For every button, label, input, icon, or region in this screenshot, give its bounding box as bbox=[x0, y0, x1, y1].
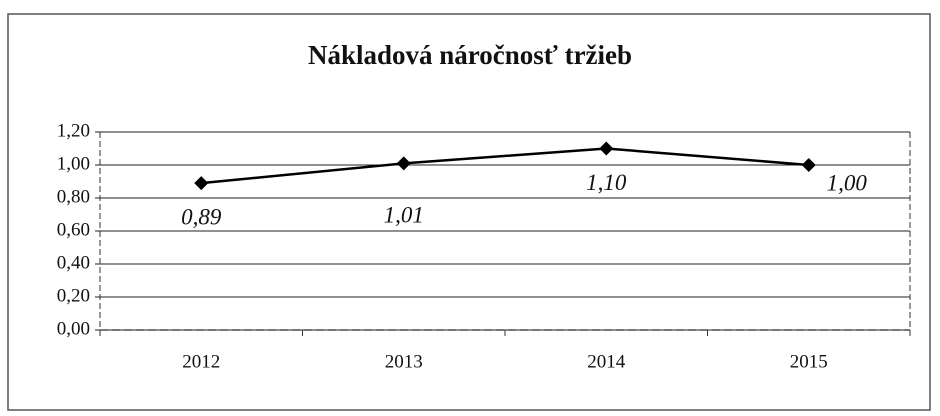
data-label: 1,01 bbox=[384, 203, 424, 228]
y-tick-label: 1,20 bbox=[57, 120, 90, 141]
x-tick-label: 2014 bbox=[587, 351, 626, 372]
x-tick-label: 2013 bbox=[385, 351, 423, 372]
x-tick-label: 2012 bbox=[182, 351, 220, 372]
data-label: 0,89 bbox=[181, 204, 222, 229]
y-tick-label: 0,40 bbox=[57, 252, 90, 273]
data-point bbox=[599, 141, 614, 156]
y-tick-label: 1,00 bbox=[57, 153, 90, 174]
data-point bbox=[396, 156, 411, 171]
chart-frame bbox=[7, 13, 931, 411]
x-tick-label: 2015 bbox=[790, 351, 828, 372]
y-tick-label: 0,20 bbox=[57, 285, 90, 306]
data-label: 1,10 bbox=[586, 170, 627, 195]
y-tick-label: 0,00 bbox=[57, 318, 90, 339]
chart-title: Nákladová náročnosť tržieb bbox=[308, 40, 632, 70]
y-tick-label: 0,60 bbox=[57, 219, 90, 240]
series-line bbox=[201, 147, 809, 185]
data-point bbox=[801, 158, 816, 172]
data-label: 1,00 bbox=[827, 170, 868, 195]
y-tick-label: 0,80 bbox=[57, 186, 90, 207]
data-point bbox=[194, 176, 209, 191]
